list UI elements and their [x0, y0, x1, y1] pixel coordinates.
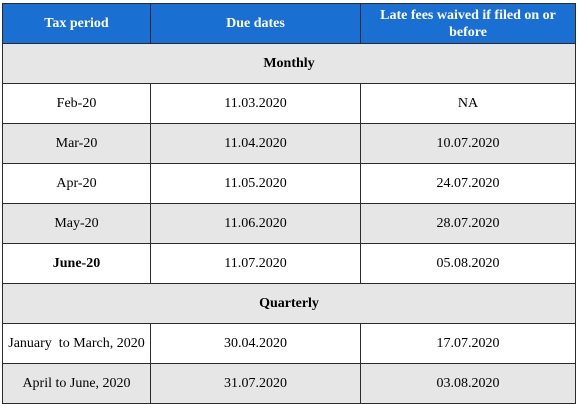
- due-date-cell: 11.04.2020: [150, 123, 361, 164]
- table-row: May-20 11.06.2020 28.07.2020: [2, 203, 576, 244]
- group-row-quarterly: Quarterly: [2, 283, 576, 324]
- header-due-dates: Due dates: [150, 3, 361, 44]
- group-label: Monthly: [2, 43, 576, 84]
- tax-period-cell: Mar-20: [2, 123, 151, 164]
- table-row: Apr-20 11.05.2020 24.07.2020: [2, 163, 576, 204]
- group-label: Quarterly: [2, 283, 576, 324]
- header-row: Tax period Due dates Late fees waived if…: [2, 3, 576, 44]
- due-date-cell: 11.03.2020: [150, 83, 361, 124]
- table-row: June-20 11.07.2020 05.08.2020: [2, 243, 576, 284]
- tax-period-cell: January to March, 2020: [2, 323, 151, 364]
- tax-period-cell: Apr-20: [2, 163, 151, 204]
- table-row: Mar-20 11.04.2020 10.07.2020: [2, 123, 576, 164]
- tax-period-cell: June-20: [2, 243, 151, 284]
- header-late-fees-waived: Late fees waived if filed on or before: [360, 3, 576, 44]
- waiver-date-cell: 24.07.2020: [360, 163, 576, 204]
- waiver-date-cell: 03.08.2020: [360, 363, 576, 404]
- table-row: April to June, 2020 31.07.2020 03.08.202…: [2, 363, 576, 404]
- waiver-date-cell: NA: [360, 83, 576, 124]
- due-date-cell: 30.04.2020: [150, 323, 361, 364]
- due-date-cell: 11.06.2020: [150, 203, 361, 244]
- due-date-cell: 11.05.2020: [150, 163, 361, 204]
- due-date-cell: 31.07.2020: [150, 363, 361, 404]
- group-row-monthly: Monthly: [2, 43, 576, 84]
- table-row: January to March, 2020 30.04.2020 17.07.…: [2, 323, 576, 364]
- tax-due-dates-table: Tax period Due dates Late fees waived if…: [2, 3, 576, 404]
- due-date-cell: 11.07.2020: [150, 243, 361, 284]
- header-tax-period: Tax period: [2, 3, 151, 44]
- waiver-date-cell: 17.07.2020: [360, 323, 576, 364]
- waiver-date-cell: 10.07.2020: [360, 123, 576, 164]
- table-row: Feb-20 11.03.2020 NA: [2, 83, 576, 124]
- waiver-date-cell: 28.07.2020: [360, 203, 576, 244]
- tax-period-cell: April to June, 2020: [2, 363, 151, 404]
- tax-period-cell: May-20: [2, 203, 151, 244]
- tax-period-cell: Feb-20: [2, 83, 151, 124]
- waiver-date-cell: 05.08.2020: [360, 243, 576, 284]
